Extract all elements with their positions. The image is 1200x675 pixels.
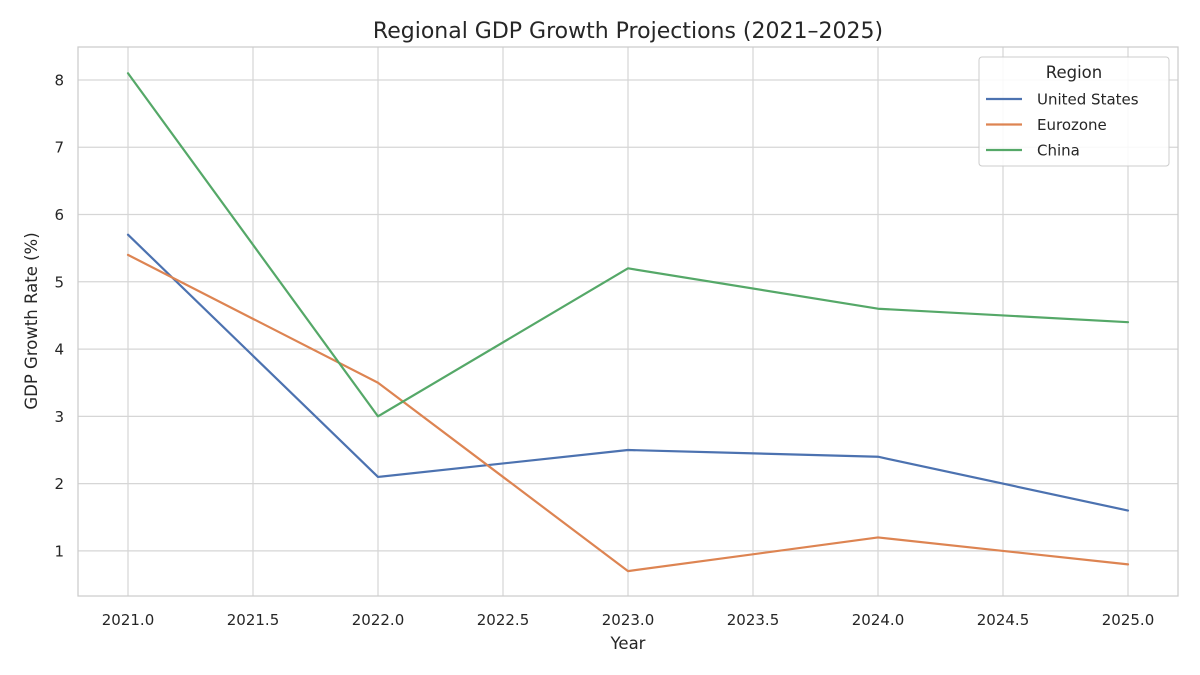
x-tick-label: 2021.5 (227, 611, 280, 629)
x-tick-label: 2024.0 (852, 611, 905, 629)
legend-label: China (1037, 142, 1080, 160)
series-lines (126, 72, 1130, 573)
y-tick-label: 2 (54, 475, 64, 493)
legend-item: Eurozone (986, 116, 1107, 134)
x-tick-labels: 2021.0 2021.5 2022.0 2022.5 2023.0 2023.5 2024… (102, 611, 1155, 629)
y-tick-label: 5 (54, 273, 64, 291)
y-tick-label: 1 (54, 542, 64, 560)
y-tick-label: 8 (54, 71, 64, 89)
x-tick-label: 2022.0 (352, 611, 405, 629)
x-tick-label: 2023.5 (727, 611, 780, 629)
legend-item: United States (986, 91, 1139, 109)
legend-label: United States (1037, 91, 1139, 109)
plot-frame (77, 46, 1179, 597)
y-tick-labels: 1 2 3 4 5 6 7 8 (54, 71, 64, 560)
chart-title: Regional GDP Growth Projections (2021–20… (373, 19, 883, 44)
legend-box (978, 56, 1170, 167)
y-tick-label: 7 (54, 139, 64, 157)
x-tick-label: 2025.0 (1102, 611, 1155, 629)
x-tick-label: 2021.0 (102, 611, 155, 629)
legend-label: Eurozone (1037, 116, 1107, 134)
legend: Region United States Eurozone China (978, 56, 1170, 167)
legend-title: Region (1046, 63, 1103, 82)
y-axis-label: GDP Growth Rate (%) (22, 232, 41, 409)
x-tick-label: 2024.5 (977, 611, 1030, 629)
x-axis-label: Year (610, 634, 646, 653)
y-tick-label: 6 (54, 206, 64, 224)
legend-item: China (986, 142, 1080, 160)
y-tick-label: 3 (54, 408, 64, 426)
x-tick-label: 2023.0 (602, 611, 655, 629)
x-tick-label: 2022.5 (477, 611, 530, 629)
y-tick-label: 4 (54, 341, 64, 359)
